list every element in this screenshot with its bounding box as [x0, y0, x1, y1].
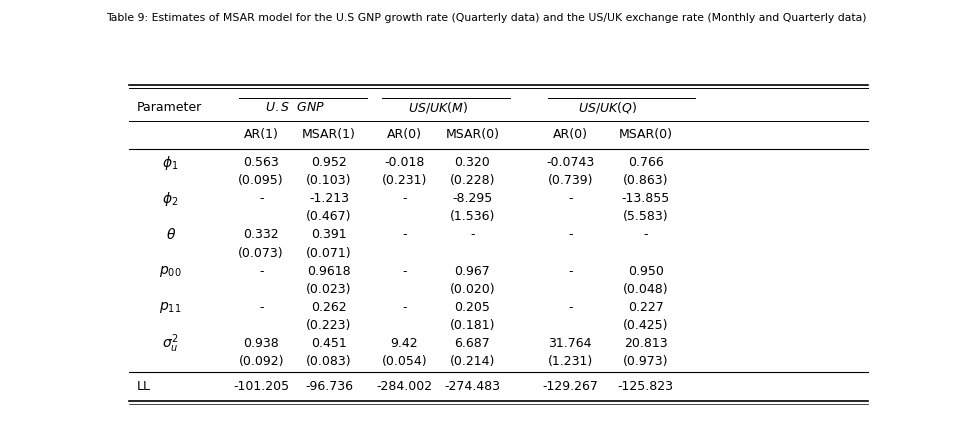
Text: (0.048): (0.048) [623, 283, 668, 296]
Text: AR(0): AR(0) [553, 128, 588, 141]
Text: Table 9: Estimates of MSAR model for the U.S GNP growth rate (Quarterly data) an: Table 9: Estimates of MSAR model for the… [106, 13, 867, 23]
Text: $p_{11}$: $p_{11}$ [160, 300, 182, 315]
Text: (0.095): (0.095) [238, 174, 284, 187]
Text: -96.736: -96.736 [305, 380, 353, 393]
Text: 0.952: 0.952 [311, 156, 346, 169]
Text: (0.739): (0.739) [548, 174, 594, 187]
Text: -125.823: -125.823 [618, 380, 673, 393]
Text: $\mathit{US/UK(Q)}$: $\mathit{US/UK(Q)}$ [578, 100, 637, 115]
Text: (0.023): (0.023) [306, 283, 352, 296]
Text: (0.228): (0.228) [450, 174, 495, 187]
Text: $p_{00}$: $p_{00}$ [160, 264, 182, 279]
Text: -: - [470, 229, 475, 241]
Text: -8.295: -8.295 [452, 192, 492, 205]
Text: $\sigma_u^2$: $\sigma_u^2$ [162, 332, 179, 355]
Text: (0.020): (0.020) [450, 283, 495, 296]
Text: (5.583): (5.583) [623, 210, 668, 223]
Text: 0.950: 0.950 [628, 264, 664, 278]
Text: -284.002: -284.002 [377, 380, 432, 393]
Text: (0.071): (0.071) [306, 247, 352, 260]
Text: 31.764: 31.764 [549, 337, 592, 350]
Text: 6.687: 6.687 [454, 337, 490, 350]
Text: 0.451: 0.451 [311, 337, 346, 350]
Text: 0.262: 0.262 [311, 301, 346, 314]
Text: $\theta$: $\theta$ [165, 227, 176, 242]
Text: (0.103): (0.103) [306, 174, 352, 187]
Text: (0.181): (0.181) [450, 319, 495, 332]
Text: -: - [568, 229, 572, 241]
Text: (0.223): (0.223) [306, 319, 351, 332]
Text: 0.563: 0.563 [243, 156, 279, 169]
Text: 0.766: 0.766 [628, 156, 664, 169]
Text: (0.425): (0.425) [623, 319, 668, 332]
Text: -13.855: -13.855 [622, 192, 669, 205]
Text: $\phi_2$: $\phi_2$ [162, 190, 179, 208]
Text: MSAR(0): MSAR(0) [446, 128, 499, 141]
Text: Parameter: Parameter [136, 101, 202, 114]
Text: (0.231): (0.231) [381, 174, 427, 187]
Text: LL: LL [136, 380, 151, 393]
Text: -: - [259, 301, 264, 314]
Text: AR(0): AR(0) [387, 128, 422, 141]
Text: (0.214): (0.214) [450, 355, 495, 368]
Text: -129.267: -129.267 [542, 380, 598, 393]
Text: 0.227: 0.227 [628, 301, 664, 314]
Text: (0.863): (0.863) [623, 174, 668, 187]
Text: -101.205: -101.205 [234, 380, 289, 393]
Text: -: - [402, 229, 407, 241]
Text: 0.205: 0.205 [454, 301, 490, 314]
Text: -: - [568, 192, 572, 205]
Text: (1.231): (1.231) [548, 355, 593, 368]
Text: -0.018: -0.018 [384, 156, 424, 169]
Text: 0.9618: 0.9618 [307, 264, 351, 278]
Text: -1.213: -1.213 [309, 192, 349, 205]
Text: AR(1): AR(1) [243, 128, 278, 141]
Text: -: - [402, 192, 407, 205]
Text: 0.938: 0.938 [243, 337, 279, 350]
Text: -: - [402, 264, 407, 278]
Text: (0.973): (0.973) [623, 355, 668, 368]
Text: (1.536): (1.536) [450, 210, 495, 223]
Text: -: - [568, 301, 572, 314]
Text: -: - [259, 264, 264, 278]
Text: (0.083): (0.083) [306, 355, 352, 368]
Text: 9.42: 9.42 [390, 337, 418, 350]
Text: $\phi_1$: $\phi_1$ [162, 154, 179, 171]
Text: $\mathit{U.S\ \ GNP}$: $\mathit{U.S\ \ GNP}$ [265, 101, 325, 114]
Text: $\mathit{US/UK(M)}$: $\mathit{US/UK(M)}$ [409, 100, 468, 115]
Text: -0.0743: -0.0743 [546, 156, 595, 169]
Text: -274.483: -274.483 [445, 380, 500, 393]
Text: (0.054): (0.054) [381, 355, 427, 368]
Text: -: - [402, 301, 407, 314]
Text: MSAR(0): MSAR(0) [619, 128, 672, 141]
Text: (0.467): (0.467) [306, 210, 352, 223]
Text: 0.967: 0.967 [454, 264, 490, 278]
Text: -: - [259, 192, 264, 205]
Text: MSAR(1): MSAR(1) [302, 128, 356, 141]
Text: (0.092): (0.092) [238, 355, 284, 368]
Text: -: - [568, 264, 572, 278]
Text: 0.332: 0.332 [243, 229, 279, 241]
Text: 20.813: 20.813 [624, 337, 667, 350]
Text: 0.391: 0.391 [311, 229, 346, 241]
Text: -: - [643, 229, 648, 241]
Text: 0.320: 0.320 [454, 156, 490, 169]
Text: (0.073): (0.073) [238, 247, 284, 260]
